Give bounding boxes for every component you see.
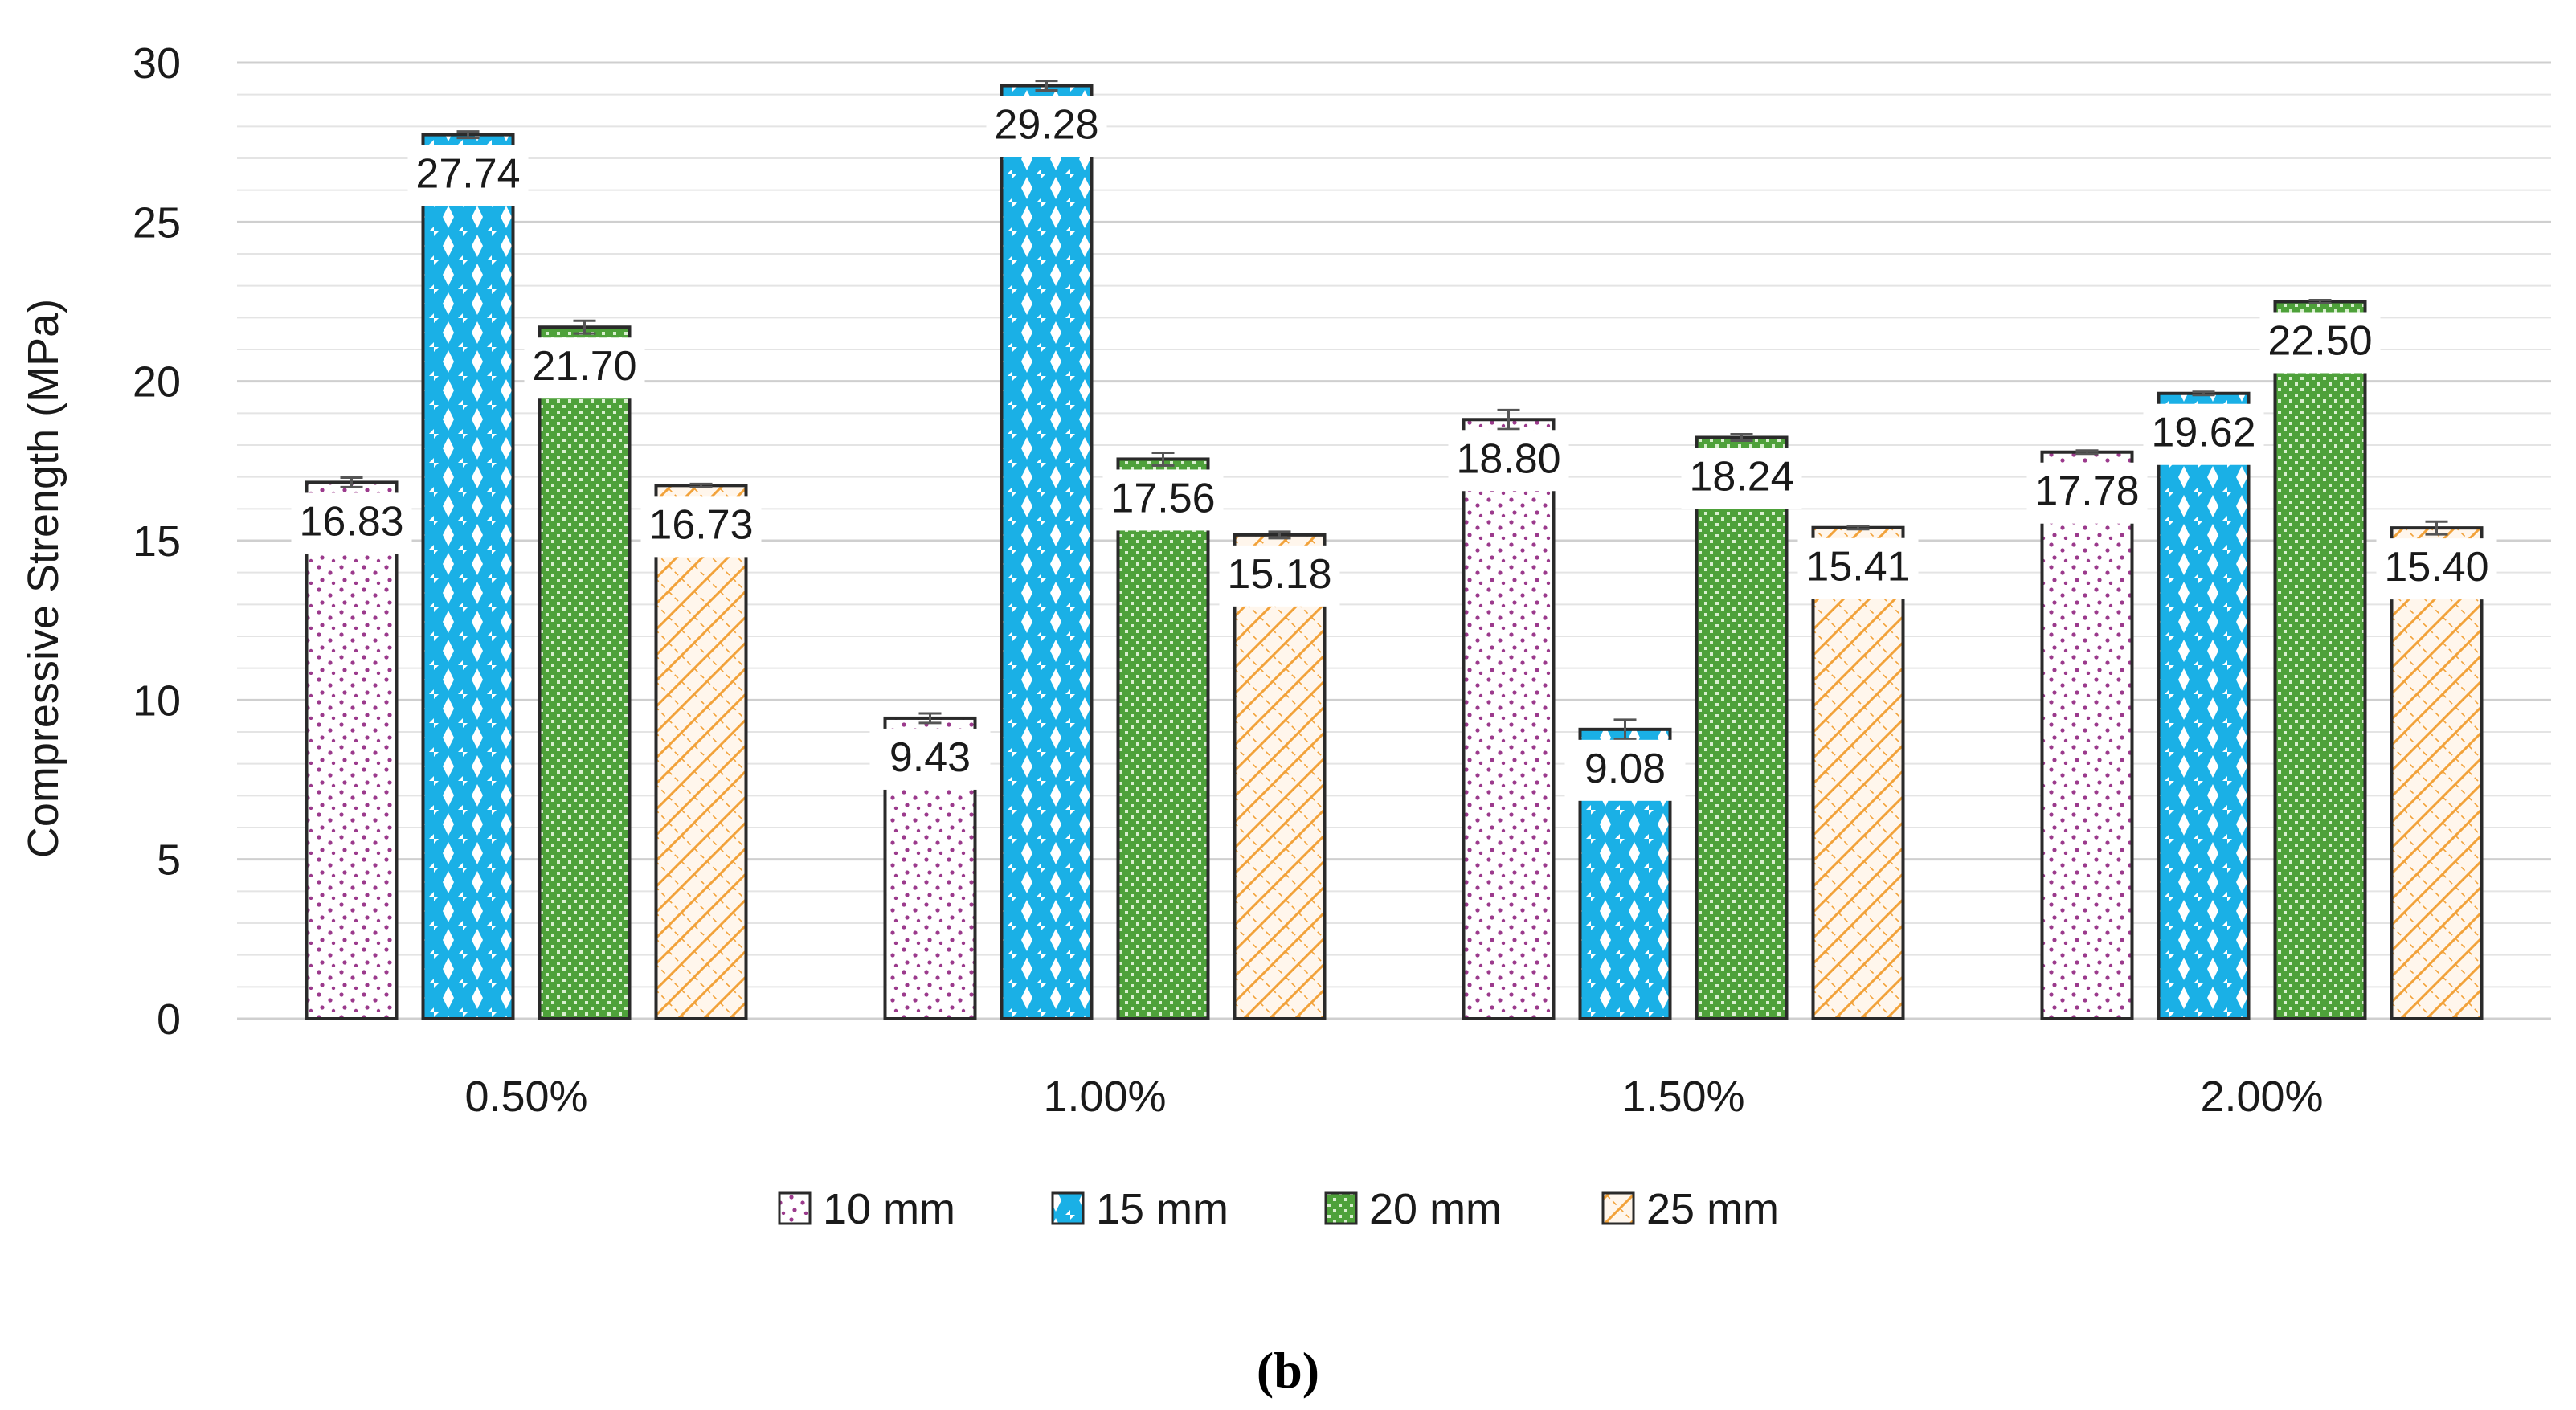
y-tick-label: 25 xyxy=(133,198,181,247)
data-label-bg xyxy=(640,496,762,558)
data-label-bg xyxy=(524,337,645,399)
y-axis-label: Compressive Strength (MPa) xyxy=(19,299,67,858)
bar xyxy=(538,325,632,1020)
data-label-bg xyxy=(2143,403,2264,465)
data-label-bg xyxy=(2259,312,2381,374)
data-label: 15.18 xyxy=(1227,551,1331,598)
x-category-label: 1.00% xyxy=(1043,1073,1166,1121)
data-labels: 16.83 27.74 21.70 16.73 9.43 29.28 17.56 15.18 1… xyxy=(291,96,2497,801)
data-label: 21.70 xyxy=(532,343,636,390)
data-label: 15.41 xyxy=(1805,544,1910,591)
y-tick-label: 20 xyxy=(133,358,181,407)
data-label-bg xyxy=(1102,469,1224,531)
bar xyxy=(2040,450,2134,1020)
y-tick-label: 5 xyxy=(157,836,181,885)
data-label: 16.83 xyxy=(299,498,403,545)
data-label: 22.50 xyxy=(2267,318,2372,365)
legend-swatch xyxy=(1324,1191,1358,1225)
bars xyxy=(305,84,2484,1021)
data-label: 17.56 xyxy=(1110,475,1215,521)
legend-swatch xyxy=(1601,1191,1635,1225)
y-axis-ticks: 0 5 10 15 20 25 30 xyxy=(133,39,181,1044)
bar xyxy=(654,484,748,1020)
bar xyxy=(2273,300,2367,1020)
y-tick-label: 0 xyxy=(157,995,181,1044)
y-tick-label: 10 xyxy=(133,676,181,725)
data-label: 15.40 xyxy=(2384,544,2488,591)
data-label: 9.08 xyxy=(1584,746,1666,792)
data-label: 18.80 xyxy=(1456,435,1560,482)
data-label: 16.73 xyxy=(648,501,753,548)
data-label-bg xyxy=(2026,462,2148,524)
bar xyxy=(1695,435,1789,1020)
data-label: 29.28 xyxy=(994,102,1098,149)
data-label-bg xyxy=(291,492,412,554)
data-label: 19.62 xyxy=(2151,410,2255,456)
bar xyxy=(1116,457,1210,1020)
bar xyxy=(305,480,399,1020)
legend-entry-label: 15 mm xyxy=(1096,1185,1229,1233)
data-label-bg xyxy=(1448,430,1569,492)
bar xyxy=(2157,391,2251,1020)
data-label-bg xyxy=(1564,739,1686,801)
bar xyxy=(2390,526,2484,1020)
data-label-bg xyxy=(1681,448,1802,509)
data-label-bg xyxy=(869,728,991,790)
data-label-bg xyxy=(407,145,529,206)
x-category-label: 2.00% xyxy=(2200,1073,2323,1121)
x-category-label: 1.50% xyxy=(1621,1073,1744,1121)
panel-label: (b) xyxy=(1257,1342,1319,1399)
data-label-bg xyxy=(986,96,1107,157)
bar xyxy=(1000,84,1094,1020)
legend-entry-label: 20 mm xyxy=(1369,1185,1502,1233)
bar xyxy=(421,133,515,1021)
error-bars xyxy=(340,80,2448,741)
legend-entry-label: 25 mm xyxy=(1646,1185,1779,1233)
legend-swatch xyxy=(1051,1191,1085,1225)
legend-entry-label: 10 mm xyxy=(823,1185,955,1233)
data-label: 17.78 xyxy=(2034,468,2139,515)
legend: 10 mm 15 mm 20 mm 25 mm xyxy=(778,1185,1779,1233)
x-category-label: 0.50% xyxy=(464,1073,587,1121)
data-label-bg xyxy=(1219,545,1340,607)
data-label: 9.43 xyxy=(889,734,971,781)
y-tick-label: 15 xyxy=(133,517,181,566)
x-axis-categories: 0.50% 1.00% 1.50% 2.00% xyxy=(464,1073,2323,1121)
bar xyxy=(1233,533,1327,1020)
data-label-bg xyxy=(2376,538,2497,600)
bar xyxy=(1462,418,1556,1020)
legend-swatch xyxy=(778,1191,812,1225)
bar xyxy=(1811,525,1905,1020)
data-label: 27.74 xyxy=(415,151,520,198)
data-label-bg xyxy=(1797,537,1919,599)
data-label: 18.24 xyxy=(1689,453,1793,500)
y-tick-label: 30 xyxy=(133,39,181,88)
